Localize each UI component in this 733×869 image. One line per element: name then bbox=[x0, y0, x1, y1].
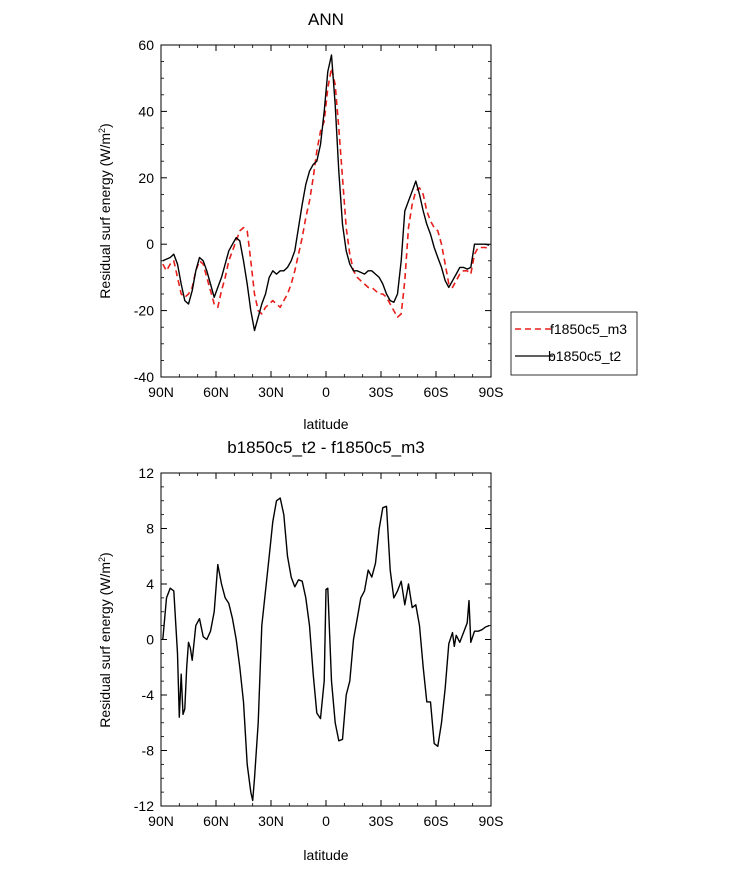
top-x-tick-label: 60S bbox=[424, 384, 449, 400]
top-x-tick-label: 30S bbox=[369, 384, 394, 400]
bottom-x-tick-label: 90S bbox=[479, 813, 504, 829]
top-y-tick-label: -40 bbox=[134, 369, 154, 385]
top-y-ticks: -40 -20 0 20 40 60 bbox=[134, 37, 491, 385]
top-chart-title: ANN bbox=[308, 10, 344, 29]
top-y-axis-label-main: Residual surf energy (W/m bbox=[97, 133, 113, 299]
top-x-tick-label: 90N bbox=[148, 384, 174, 400]
legend: f1850c5_m3 b1850c5_t2 bbox=[510, 311, 638, 376]
top-x-ticks: 90N 60N 30N 0 30S 60S 90S bbox=[148, 45, 503, 400]
top-y-tick-label: -20 bbox=[134, 303, 154, 319]
top-y-tick-label: 0 bbox=[146, 236, 154, 252]
top-y-axis-label: Residual surf energy (W/m2) bbox=[97, 123, 113, 298]
bottom-x-ticks: 90N 60N 30N 0 30S 60S 90S bbox=[148, 473, 503, 829]
bottom-y-axis-label-sup: 2 bbox=[97, 557, 107, 562]
bottom-y-tick-label: -12 bbox=[134, 798, 154, 814]
bottom-y-tick-label: -4 bbox=[142, 687, 155, 703]
bottom-y-tick-label: -8 bbox=[142, 743, 155, 759]
top-x-axis-label: latitude bbox=[303, 416, 348, 432]
bottom-y-axis-label-close: ) bbox=[97, 552, 113, 557]
top-y-tick-label: 40 bbox=[138, 103, 154, 119]
top-x-tick-label: 0 bbox=[322, 384, 330, 400]
bottom-x-tick-label: 60N bbox=[203, 813, 229, 829]
bottom-panel: b1850c5_t2 - f1850c5_m3 90N 60N 30N 0 30S 60S… bbox=[97, 438, 503, 863]
bottom-chart-title: b1850c5_t2 - f1850c5_m3 bbox=[227, 438, 425, 457]
bottom-x-tick-label: 60S bbox=[424, 813, 449, 829]
top-x-tick-label: 90S bbox=[479, 384, 504, 400]
bottom-y-tick-label: 8 bbox=[146, 521, 154, 537]
bottom-plot-frame bbox=[160, 472, 492, 807]
bottom-y-tick-label: 0 bbox=[146, 632, 154, 648]
bottom-x-tick-label: 0 bbox=[322, 813, 330, 829]
top-series-line-b1850c5-t2 bbox=[162, 54, 490, 332]
top-panel: ANN 90N 60N 30N 0 30S 60S 90S -40 -20 0 20 40 60 la… bbox=[97, 10, 638, 432]
bottom-y-tick-label: 4 bbox=[146, 576, 154, 592]
bottom-x-tick-label: 90N bbox=[148, 813, 174, 829]
top-series-lines bbox=[162, 54, 490, 332]
top-y-axis-label-sup: 2 bbox=[97, 128, 107, 133]
bottom-series-line-b1850c5-t2-f1850c5-m3 bbox=[162, 497, 490, 802]
bottom-x-axis-label: latitude bbox=[303, 847, 348, 863]
legend-box bbox=[510, 311, 638, 376]
bottom-x-tick-label: 30S bbox=[369, 813, 394, 829]
bottom-y-axis-label-main: Residual surf energy (W/m bbox=[97, 562, 113, 728]
bottom-y-axis-label: Residual surf energy (W/m2) bbox=[97, 552, 113, 727]
bottom-x-tick-label: 30N bbox=[258, 813, 284, 829]
top-x-tick-label: 60N bbox=[203, 384, 229, 400]
top-x-tick-label: 30N bbox=[258, 384, 284, 400]
top-y-tick-label: 20 bbox=[138, 170, 154, 186]
legend-label-f1850c5-m3: f1850c5_m3 bbox=[550, 321, 627, 337]
bottom-y-ticks: -12 -8 -4 0 4 8 12 bbox=[134, 465, 491, 814]
top-series-line-f1850c5-m3 bbox=[162, 67, 490, 319]
bottom-series-lines bbox=[162, 497, 490, 802]
top-y-axis-label-close: ) bbox=[97, 123, 113, 128]
legend-label-b1850c5-t2: b1850c5_t2 bbox=[548, 348, 621, 364]
bottom-y-tick-label: 12 bbox=[138, 465, 154, 481]
top-y-tick-label: 60 bbox=[138, 37, 154, 53]
